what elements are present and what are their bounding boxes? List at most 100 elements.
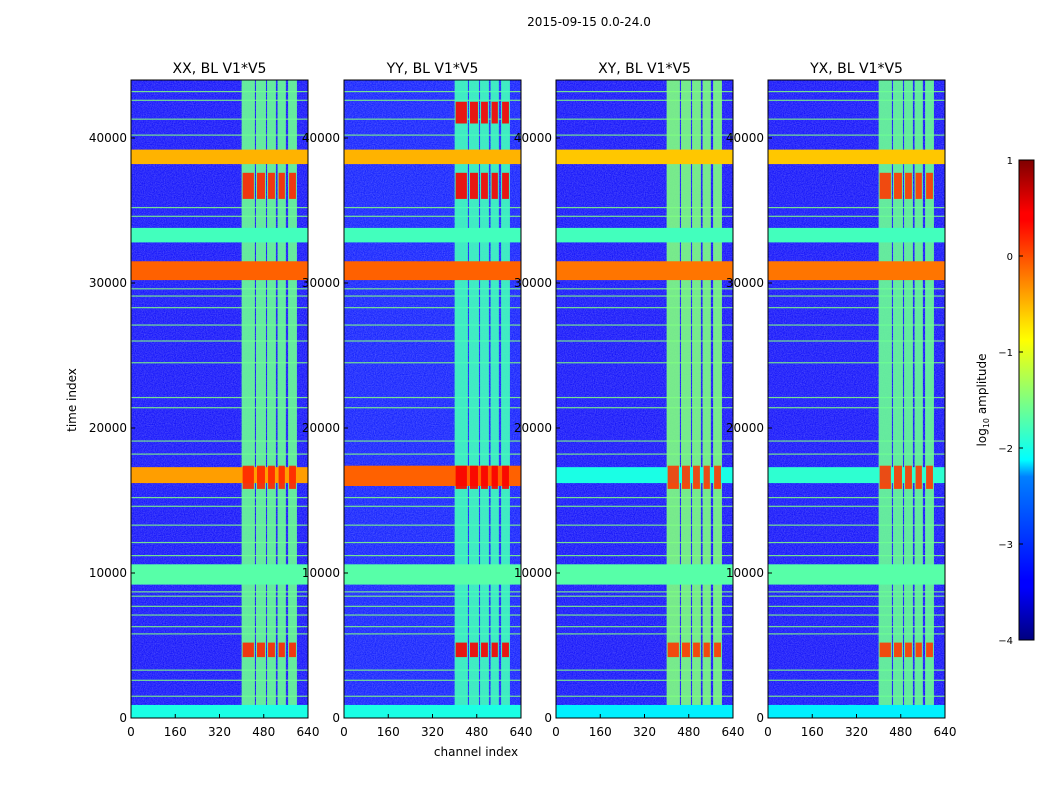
colorbar-label-suffix: amplitude <box>975 354 989 418</box>
rfi-line <box>556 362 733 364</box>
y-axis-label: time index <box>65 368 79 432</box>
hot-cell <box>703 642 710 658</box>
channel-block <box>713 80 722 718</box>
y-tick-label: 0 <box>756 711 764 725</box>
rfi-line <box>768 541 945 544</box>
hot-cell <box>289 642 296 658</box>
rfi-line <box>768 633 945 635</box>
rfi-line <box>131 91 308 93</box>
hot-cell <box>693 642 700 658</box>
rfi-line <box>556 695 733 697</box>
panel-2: YY, BL V1*V5 0 160 320 480 640 0 10000 20000 3000… <box>302 61 533 739</box>
x-tick-label: 0 <box>127 725 135 739</box>
y-tick-label: 20000 <box>514 421 552 435</box>
time-band <box>344 149 521 165</box>
hot-cell <box>491 172 498 199</box>
rfi-line <box>131 497 308 499</box>
rfi-line <box>768 524 945 526</box>
rfi-line <box>344 362 521 364</box>
rfi-line <box>768 497 945 499</box>
hot-cell <box>502 465 509 489</box>
time-band <box>768 149 945 165</box>
rfi-line <box>344 453 521 455</box>
panel-title: XY, BL V1*V5 <box>598 61 691 77</box>
y-tick-label: 30000 <box>514 276 552 290</box>
rfi-line <box>768 99 945 101</box>
hot-cell <box>879 642 891 658</box>
rfi-line <box>344 324 521 326</box>
hot-cell <box>455 465 467 489</box>
rfi-line <box>344 91 521 93</box>
rfi-line <box>556 626 733 628</box>
rfi-line <box>556 595 733 597</box>
channel-block <box>501 80 510 718</box>
colorbar-tick-label: −3 <box>998 540 1013 551</box>
hot-cell <box>268 642 275 658</box>
x-tick-label: 640 <box>722 725 745 739</box>
y-tick-label: 40000 <box>302 131 340 145</box>
hot-cell <box>257 465 265 489</box>
channel-block <box>914 80 923 718</box>
colorbar-label-prefix: log <box>975 428 989 446</box>
rfi-line <box>556 295 733 297</box>
channel-block <box>469 80 479 718</box>
rfi-line <box>556 288 733 290</box>
rfi-line <box>344 118 521 120</box>
x-axis-label: channel index <box>434 745 518 759</box>
rfi-line <box>556 307 733 309</box>
x-tick-label: 640 <box>297 725 320 739</box>
x-tick-label: 320 <box>421 725 444 739</box>
hot-cell <box>278 642 285 658</box>
rfi-line <box>344 134 521 136</box>
panel-3: XY, BL V1*V5 0 160 320 480 640 0 10000 20000 3000… <box>514 61 745 739</box>
x-tick-label: 160 <box>164 725 187 739</box>
heatmap-panels: XX, BL V1*V5 0 160 320 480 640 0 10000 20000 3000… <box>89 61 957 739</box>
rfi-line <box>768 555 945 557</box>
rfi-line <box>131 324 308 326</box>
hot-cell <box>242 642 254 658</box>
x-tick-label: 480 <box>252 725 275 739</box>
rfi-line <box>131 207 308 209</box>
rfi-line <box>344 440 521 442</box>
rfi-line <box>768 288 945 290</box>
rfi-line <box>131 595 308 597</box>
hot-cell <box>455 172 467 199</box>
rfi-line <box>131 396 308 399</box>
channel-block <box>904 80 913 718</box>
hot-cell <box>667 465 679 489</box>
hot-cell <box>714 642 721 658</box>
panel-title: YY, BL V1*V5 <box>386 61 479 77</box>
rfi-line <box>131 118 308 120</box>
time-band <box>556 564 733 585</box>
y-tick-label: 10000 <box>302 566 340 580</box>
rfi-line <box>344 695 521 697</box>
rfi-line <box>768 695 945 697</box>
rfi-line <box>344 407 521 409</box>
rfi-line <box>556 407 733 409</box>
hot-cell <box>894 465 902 489</box>
colorbar-tick-label: 0 <box>1007 252 1013 263</box>
rfi-line <box>556 396 733 399</box>
y-tick-label: 10000 <box>89 566 127 580</box>
hot-cell <box>879 172 891 199</box>
time-band <box>131 564 308 585</box>
rfi-line <box>768 324 945 326</box>
rfi-line <box>556 679 733 681</box>
rfi-line <box>131 307 308 309</box>
rfi-line <box>556 541 733 544</box>
channel-block <box>666 80 680 718</box>
colorbar-ticks: 1 0 −1 −2 −3 −4 <box>998 156 1023 647</box>
rfi-line <box>131 440 308 442</box>
y-tick-label: 30000 <box>302 276 340 290</box>
rfi-line <box>768 396 945 399</box>
y-tick-label: 30000 <box>726 276 764 290</box>
hot-cell <box>915 465 922 489</box>
hot-cell <box>268 465 275 489</box>
rfi-line <box>131 407 308 409</box>
rfi-line <box>556 614 733 616</box>
rfi-line <box>131 614 308 616</box>
hot-cell <box>926 172 933 199</box>
rfi-line <box>344 591 521 593</box>
y-tick-label: 0 <box>332 711 340 725</box>
